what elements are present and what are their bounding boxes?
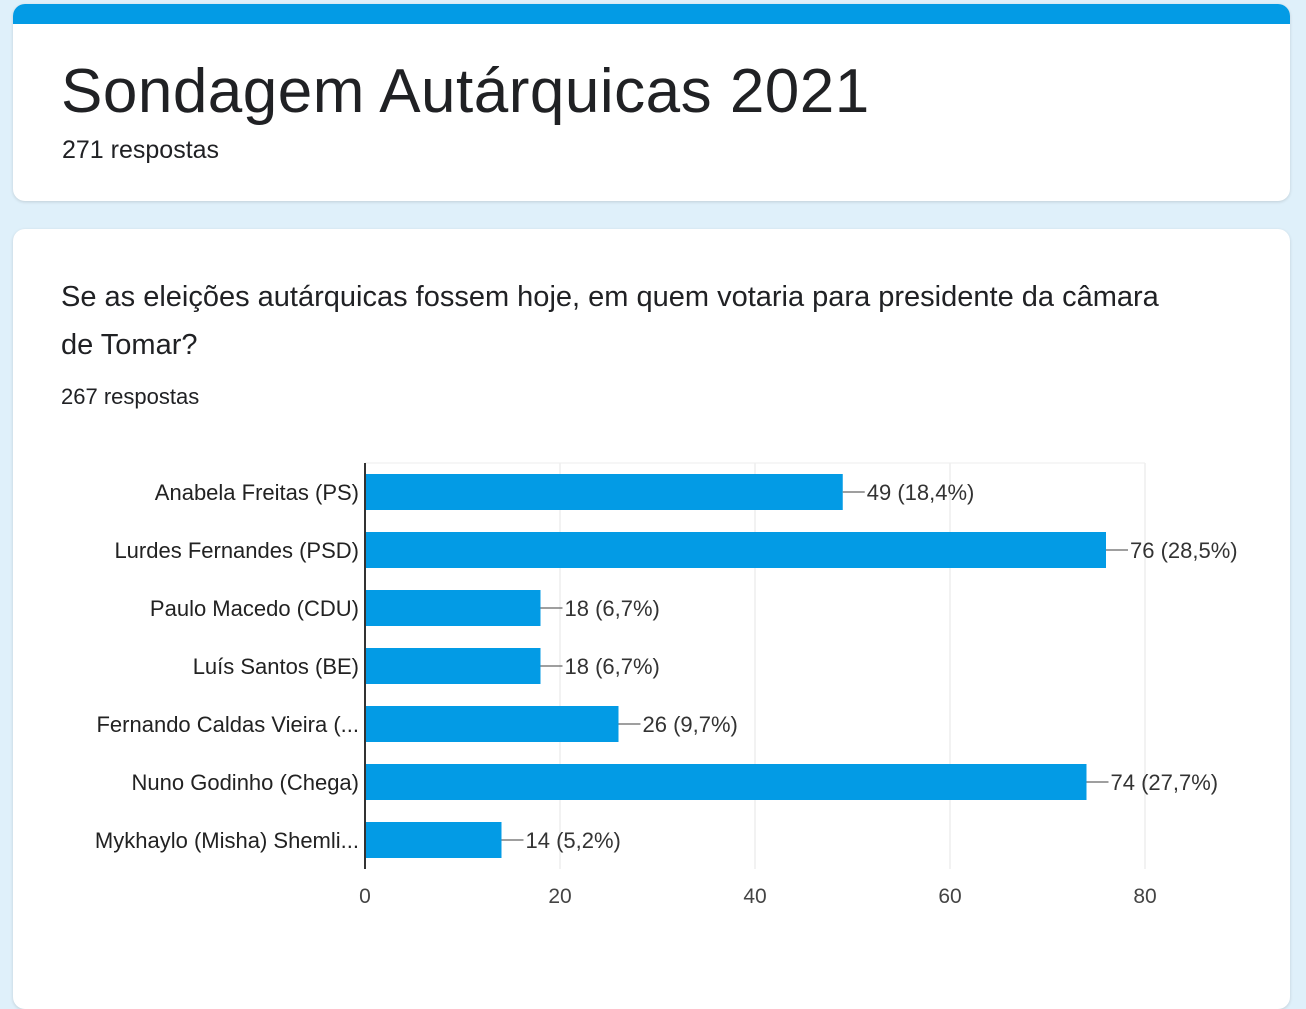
bar — [365, 474, 843, 510]
x-tick-label: 60 — [938, 885, 961, 908]
x-tick-label: 80 — [1133, 885, 1156, 908]
accent-bar — [13, 4, 1290, 24]
category-label: Anabela Freitas (PS) — [155, 480, 359, 505]
data-label: 14 (5,2%) — [526, 828, 621, 853]
data-label: 26 (9,7%) — [643, 712, 738, 737]
category-label: Mykhaylo (Misha) Shemli... — [95, 828, 359, 853]
x-tick-label: 20 — [548, 885, 571, 908]
category-label: Luís Santos (BE) — [193, 654, 359, 679]
bar — [365, 706, 619, 742]
x-tick-label: 0 — [359, 885, 371, 908]
data-label: 76 (28,5%) — [1130, 538, 1238, 563]
question-response-count: 267 respostas — [61, 384, 200, 409]
question-card: Se as eleições autárquicas fossem hoje, … — [13, 229, 1290, 1009]
form-header-card: Sondagem Autárquicas 2021 271 respostas — [13, 4, 1290, 201]
data-label: 18 (6,7%) — [565, 654, 660, 679]
x-tick-label: 40 — [743, 885, 766, 908]
category-label: Lurdes Fernandes (PSD) — [114, 538, 359, 563]
data-label: 74 (27,7%) — [1111, 770, 1219, 795]
category-label: Nuno Godinho (Chega) — [132, 770, 359, 795]
question-title: Se as eleições autárquicas fossem hoje, … — [61, 281, 1159, 361]
bar — [365, 532, 1106, 568]
bar — [365, 648, 541, 684]
category-label: Paulo Macedo (CDU) — [150, 596, 359, 621]
category-label: Fernando Caldas Vieira (... — [96, 712, 359, 737]
bar — [365, 822, 502, 858]
bar — [365, 764, 1087, 800]
bar — [365, 590, 541, 626]
form-title: Sondagem Autárquicas 2021 — [61, 57, 870, 126]
data-label: 18 (6,7%) — [565, 596, 660, 621]
form-response-count: 271 respostas — [62, 136, 220, 164]
data-label: 49 (18,4%) — [867, 480, 975, 505]
